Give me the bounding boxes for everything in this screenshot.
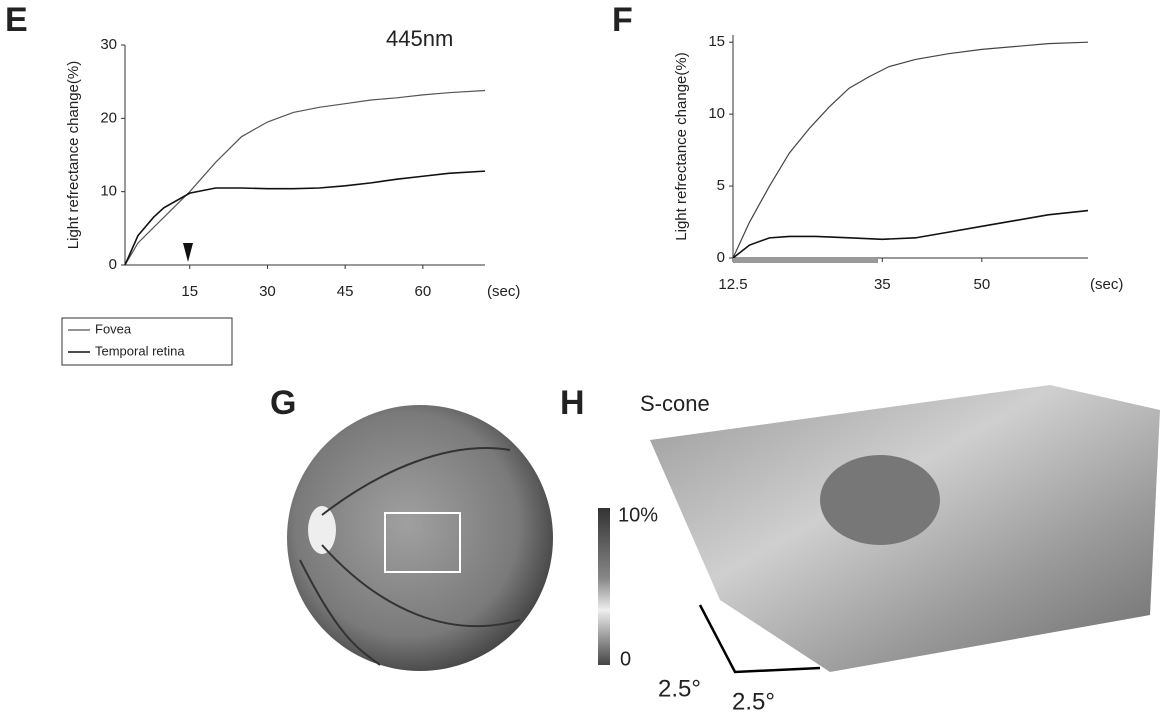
y-tick-label: 10	[708, 105, 725, 122]
x-tick-label: 45	[337, 283, 354, 300]
x-axis-label: (sec)	[487, 283, 520, 300]
x-tick-label: 60	[414, 283, 431, 300]
colorbar	[598, 508, 610, 665]
panel-title: S-cone	[640, 391, 710, 416]
y-tick-label: 30	[100, 36, 117, 53]
x-tick-label: 50	[973, 276, 990, 293]
page: {"chart_data": [ {"type": "line", "panel…	[0, 0, 1164, 716]
y-axis-label: Light refrectance change(%)	[65, 61, 82, 249]
data-line	[733, 211, 1088, 258]
legend-label: Temporal retina	[95, 343, 185, 358]
panel-label: E	[5, 1, 28, 39]
y-axis-label: Light refrectance change(%)	[673, 52, 690, 240]
y-tick-label: 5	[717, 177, 725, 194]
annotation: 445nm	[386, 26, 453, 51]
optic-disc	[308, 506, 336, 554]
data-line	[733, 42, 1088, 258]
panel-label: H	[560, 384, 585, 422]
legend-label: Fovea	[95, 321, 132, 336]
panel-label: F	[612, 1, 633, 39]
x-tick-label: 12.5	[718, 276, 747, 293]
data-line	[125, 90, 485, 265]
x-tick-label: 15	[181, 283, 198, 300]
y-tick-label: 10	[100, 183, 117, 200]
stimulus-bar	[733, 258, 878, 263]
x-tick-label: 35	[874, 276, 891, 293]
scale-label: 2.5°	[658, 675, 701, 702]
x-axis-label: (sec)	[1090, 276, 1123, 293]
y-tick-label: 0	[109, 256, 117, 273]
colorbar-label: 10%	[618, 504, 658, 526]
colorbar-label: 0	[620, 648, 631, 670]
arrowhead	[183, 243, 193, 262]
y-tick-label: 15	[708, 33, 725, 50]
y-tick-label: 20	[100, 109, 117, 126]
scale-label: 2.5°	[732, 688, 775, 715]
surface-peak	[820, 455, 940, 545]
x-tick-label: 30	[259, 283, 276, 300]
figure: G H S-cone 10% 0 2.5° 2.5° E 445nm Light r…	[0, 0, 1164, 716]
y-tick-label: 0	[717, 249, 725, 266]
data-line	[125, 171, 485, 265]
panel-label: G	[270, 384, 296, 422]
